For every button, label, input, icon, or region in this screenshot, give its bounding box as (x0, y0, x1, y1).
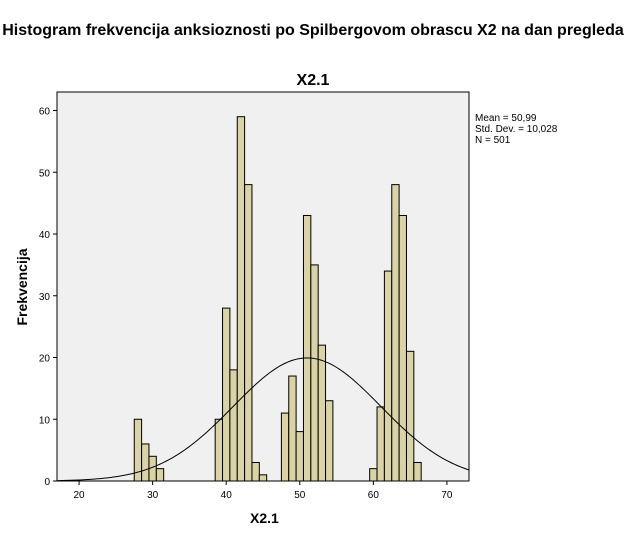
stat-n: N = 501 (475, 135, 511, 146)
bar (229, 369, 238, 482)
bar (141, 443, 150, 482)
bar (398, 214, 407, 482)
y-tick-label: 50 (39, 168, 51, 179)
x-axis-label: X2.1 (250, 510, 279, 526)
bar (251, 461, 260, 482)
bar (383, 270, 393, 482)
bar (310, 264, 319, 482)
x-tick-label: 70 (441, 490, 453, 501)
bar (369, 468, 378, 482)
y-tick-label: 30 (39, 292, 51, 303)
x-tick-label: 40 (221, 490, 233, 501)
bar (376, 406, 385, 482)
x-tick-label: 50 (294, 490, 306, 501)
bar (236, 116, 246, 482)
bar (325, 400, 334, 482)
x-tick-label: 60 (368, 490, 380, 501)
y-tick-label: 20 (39, 354, 51, 365)
stat-mean: Mean = 50,99 (475, 113, 537, 124)
x-tick-label: 20 (74, 490, 86, 501)
y-tick-label: 10 (39, 415, 51, 426)
bar (295, 431, 304, 482)
bar (391, 184, 400, 482)
bar (405, 350, 415, 482)
bar (288, 375, 297, 482)
bar (413, 461, 422, 482)
bar (244, 184, 253, 482)
chart-title: Histogram frekvencija anksioznosti po Sp… (2, 22, 624, 39)
x-tick-label: 30 (147, 490, 159, 501)
y-tick-label: 60 (39, 107, 51, 118)
bar (258, 474, 268, 482)
y-axis: 0 10 20 30 40 50 60 (39, 107, 57, 488)
bar (302, 214, 312, 482)
bar (317, 344, 327, 482)
bar (222, 307, 231, 482)
stat-std-dev: Std. Dev. = 10,028 (475, 124, 558, 135)
x-axis: 20 30 40 50 60 70 (74, 481, 453, 501)
bar (214, 418, 224, 482)
bar (280, 412, 290, 482)
bars-group (133, 116, 422, 482)
y-tick-label: 40 (39, 230, 51, 241)
y-tick-label: 0 (44, 477, 50, 488)
normal-curve (56, 357, 470, 482)
stats-box: Mean = 50,99 Std. Dev. = 10,028 N = 501 (475, 113, 557, 146)
bar (155, 468, 165, 482)
chart-subtitle: X2.1 (296, 72, 330, 89)
